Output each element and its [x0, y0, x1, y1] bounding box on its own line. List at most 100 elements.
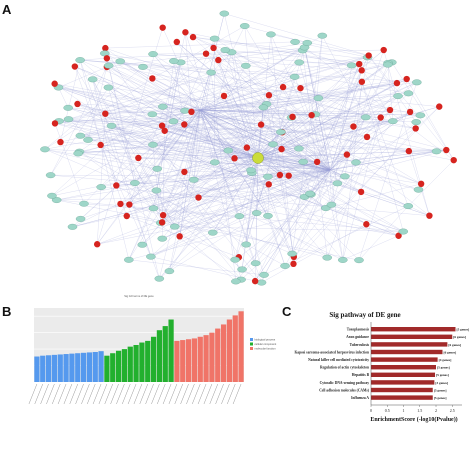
gene-node — [321, 205, 331, 212]
network-edge — [257, 115, 312, 159]
network-edge — [111, 125, 158, 169]
go-x-tick-label — [46, 383, 55, 405]
network-edge — [97, 149, 447, 245]
mirna-node — [231, 155, 238, 162]
network-edge — [368, 55, 447, 151]
network-edge — [92, 79, 152, 257]
gene-node — [298, 158, 308, 165]
network-edge — [162, 125, 259, 159]
go-bar — [80, 352, 87, 382]
network-edge — [129, 109, 201, 205]
network-edge — [54, 123, 331, 171]
mirna-node — [285, 172, 292, 179]
mirna-node — [265, 92, 273, 99]
pathway-bar — [371, 327, 456, 332]
network-edge — [264, 205, 409, 275]
go-x-tick-label — [151, 383, 160, 405]
network-edge — [272, 82, 417, 145]
go-bar — [185, 339, 192, 382]
gene-node — [250, 260, 261, 267]
mirna-node — [158, 122, 166, 129]
mirna-node — [158, 219, 166, 226]
network-edge — [150, 193, 311, 257]
gene-node — [230, 256, 240, 263]
network-edge — [159, 170, 252, 279]
network-edge — [293, 169, 331, 264]
pathway-bar — [371, 357, 438, 362]
network-edge — [241, 136, 368, 270]
go-x-tick-label — [215, 383, 224, 405]
network-edge — [162, 157, 259, 223]
network-edge — [257, 107, 264, 159]
network-edge — [225, 49, 259, 159]
mirna-node — [71, 63, 79, 70]
network-edge — [239, 157, 259, 217]
gene-node — [67, 223, 78, 230]
gene-node — [40, 146, 50, 153]
network-edge — [138, 157, 331, 171]
network-edge — [199, 109, 419, 190]
network-edge — [223, 95, 294, 257]
mirna-node — [74, 100, 81, 108]
go-x-tick-label — [81, 383, 90, 405]
network-edge — [329, 151, 437, 171]
gene-node — [290, 38, 300, 45]
go-x-tick-label — [104, 383, 113, 405]
network-edge — [161, 109, 201, 223]
network-edge — [270, 34, 369, 56]
network-edge — [58, 87, 69, 108]
mirna-node — [159, 211, 167, 219]
network-edge — [58, 87, 274, 145]
network-edge — [214, 38, 354, 127]
gene-node — [75, 57, 85, 64]
go-bar — [127, 346, 133, 382]
pathway-x-tick-label: 2 — [435, 408, 437, 413]
mirna-node — [426, 212, 433, 219]
pathway-gene-count: [5 genes] — [457, 328, 470, 332]
network-edge — [126, 215, 213, 233]
gene-node — [231, 278, 241, 285]
network-graph — [40, 10, 457, 286]
network-edge — [74, 66, 127, 217]
network-edge — [54, 109, 201, 124]
pathway-bar-chart: Sig pathway of DE gene Toxoplasmosis [5 g… — [294, 311, 469, 423]
mirna-node — [386, 106, 394, 114]
gene-node — [220, 47, 231, 53]
network-edge — [152, 25, 245, 79]
network-edge — [329, 62, 392, 171]
network-edge — [51, 148, 282, 196]
gene-node — [294, 59, 304, 66]
mirna-node — [290, 260, 297, 268]
go-x-tick-label — [192, 383, 201, 405]
network-edge — [44, 149, 399, 236]
go-bar — [156, 330, 163, 382]
gene-node — [83, 136, 93, 143]
go-bar — [215, 328, 221, 382]
pathway-bar — [371, 380, 435, 385]
network-edge — [261, 55, 369, 283]
pathway-category-label: Cell adhesion molecules (CAMs) — [319, 388, 370, 392]
pathway-gene-count: [4 genes] — [439, 358, 452, 362]
go-legend-swatch — [250, 338, 253, 341]
network-edge — [105, 72, 212, 114]
mirna-node — [251, 277, 259, 285]
gene-node — [398, 228, 408, 235]
mirna-node — [403, 75, 410, 83]
network-edge — [231, 25, 245, 53]
mirna-node — [159, 24, 166, 31]
go-x-tick-label — [98, 383, 108, 405]
network-edge — [193, 72, 212, 180]
network-edge — [80, 60, 160, 279]
network-edge — [309, 64, 360, 194]
mirna-node — [363, 133, 371, 141]
gene-node — [280, 262, 290, 269]
hub-node — [252, 152, 264, 164]
gene-node — [305, 190, 315, 197]
mirna-node — [297, 84, 304, 92]
network-edge — [78, 70, 362, 154]
network-edge — [80, 109, 201, 136]
gene-node — [130, 180, 140, 186]
network-edge — [169, 169, 331, 272]
network-edge — [108, 65, 269, 96]
pathway-category-label: Kaposi sarcoma-associated herpesvirus in… — [294, 350, 369, 354]
